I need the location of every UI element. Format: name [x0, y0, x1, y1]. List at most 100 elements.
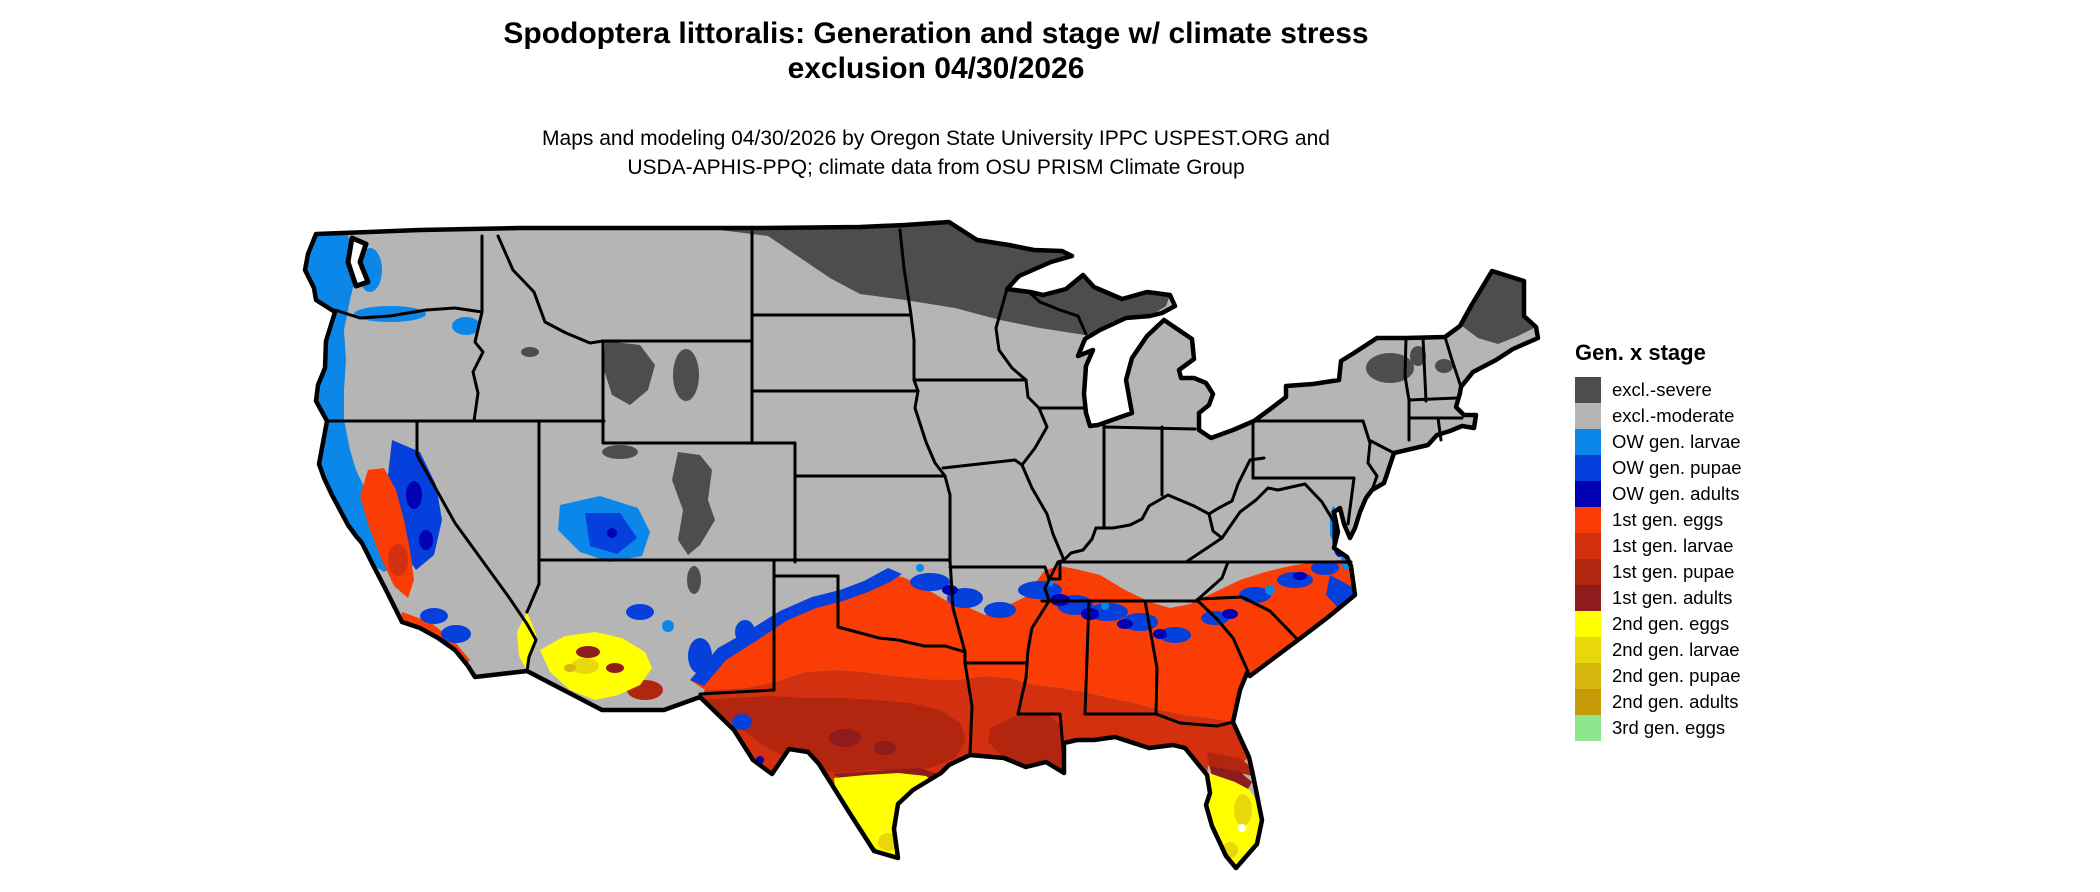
border-delaware-river [1361, 419, 1379, 492]
legend-swatch-1st-adults [1575, 585, 1601, 611]
border-wi-mi-up [1029, 292, 1088, 336]
legend-swatch-1st-pupae [1575, 559, 1601, 585]
region-ow-adults-fringe-1 [942, 585, 958, 595]
border-potomac [1276, 482, 1336, 547]
border-ny-vt [1403, 336, 1411, 402]
region-excl-severe-colorado-rockies [672, 452, 715, 555]
border-nm-tx-south [698, 688, 776, 696]
border-id-mt [496, 234, 605, 345]
region-excl-severe-sangre-de-cristo [687, 566, 701, 594]
region-ow-adults-sierra-2 [419, 530, 433, 550]
border-nv-ut-az [525, 419, 541, 614]
legend-title: Gen. x stage [1575, 340, 1706, 365]
region-ow-larvae-mogollon [662, 620, 674, 632]
subtitle-line-2: USDA-APHIS-PPQ; climate data from OSU PR… [627, 156, 1245, 179]
legend-swatch-2nd-pupae [1575, 663, 1601, 689]
region-2nd-larvae-florida-1 [1234, 794, 1252, 826]
legend-label-1st-larvae: 1st gen. larvae [1612, 535, 1734, 556]
border-al-ga [1143, 599, 1159, 716]
puget-sound [345, 235, 371, 289]
border-ia-mo [941, 458, 1024, 470]
region-ow-pupae-fringe-ar [984, 602, 1016, 618]
region-ow-larvae-fringe-speck-3 [1101, 602, 1109, 610]
region-ow-pupae-mogollon [626, 604, 654, 620]
legend-swatch-excl-moderate [1575, 403, 1601, 429]
border-ms-al [1083, 599, 1091, 716]
region-excl-severe-white-mtns [1435, 359, 1453, 373]
legend-swatch-ow-larvae [1575, 429, 1601, 455]
border-missouri-river [913, 389, 952, 497]
border-nh-me [1443, 335, 1463, 389]
state-boundaries [325, 228, 1464, 757]
legend-label-1st-adults: 1st gen. adults [1612, 587, 1733, 608]
border-nc-sc [1196, 595, 1300, 642]
legend-row-1st-pupae: 1st gen. pupae [1575, 559, 1742, 585]
region-2nd-adults-keys-1 [1223, 871, 1229, 877]
region-ow-pupae-nm-2 [735, 620, 755, 644]
legend-label-2nd-pupae: 2nd gen. pupae [1612, 665, 1741, 686]
border-ga-fl [1154, 712, 1235, 728]
region-excl-severe-bighorn [673, 349, 699, 401]
border-tx-ar-la [963, 650, 974, 757]
legend-label-2nd-eggs: 2nd gen. eggs [1612, 613, 1730, 634]
border-red-river [836, 625, 967, 654]
border-il-in [1094, 424, 1106, 530]
border-mississippi-lower [1016, 560, 1060, 716]
region-3rd-eggs-keys-2 [1255, 867, 1261, 868]
region-ow-pupae-socal-1 [420, 608, 448, 624]
legend-label-excl-severe: excl.-severe [1612, 379, 1712, 400]
border-ky-wv [1207, 512, 1224, 540]
legend-row-excl-severe: excl.-severe [1575, 377, 1742, 403]
legend-row-1st-larvae: 1st gen. larvae [1575, 533, 1742, 559]
region-2nd-larvae-yuma [571, 658, 599, 674]
border-mn-wi [994, 287, 1028, 382]
region-1st-adults-phoenix-1 [576, 646, 600, 658]
region-excl-severe-uinta [602, 445, 638, 459]
region-1st-larvae-valley-patch [388, 544, 408, 576]
region-2nd-pupae-yuma [564, 664, 576, 672]
region-ow-adults-fringe-5 [1153, 629, 1167, 639]
page-subtitle: Maps and modeling 04/30/2026 by Oregon S… [0, 124, 1872, 182]
legend-label-1st-pupae: 1st gen. pupae [1612, 561, 1735, 582]
legend-label-1st-eggs: 1st gen. eggs [1612, 509, 1724, 530]
legend-label-2nd-larvae: 2nd gen. larvae [1612, 639, 1740, 660]
border-ma-north [1407, 396, 1459, 402]
region-excl-severe-adirondacks [1366, 353, 1414, 383]
legend-row-2nd-eggs: 2nd gen. eggs [1575, 611, 1742, 637]
legend-label-ow-pupae: OW gen. pupae [1612, 457, 1742, 478]
region-2nd-eggs-colorado-river [517, 612, 536, 671]
border-ohio-river [1062, 456, 1266, 562]
legend-swatch-2nd-larvae [1575, 637, 1601, 663]
region-ow-larvae-columbia [354, 306, 426, 322]
legend-row-1st-eggs: 1st gen. eggs [1575, 507, 1742, 533]
region-ow-adults-sierra-1 [406, 481, 422, 509]
region-ow-pupae-fringe-ok1 [910, 573, 950, 591]
title-line-1: Spodoptera littoralis: Generation and st… [503, 17, 1369, 50]
border-ny-nj [1367, 438, 1396, 455]
region-ow-pupae-fringe-west [690, 568, 902, 686]
region-1st-adults-texas-patch1 [829, 729, 861, 747]
legend-swatch-2nd-eggs [1575, 611, 1601, 637]
region-ow-larvae-fringe-speck-4 [1265, 585, 1275, 595]
region-ow-pupae-davis-mtns [732, 714, 752, 730]
border-de-md [1346, 476, 1356, 526]
region-ow-larvae-fringe-speck-1 [916, 564, 924, 572]
region-ow-pupae-nm-1 [688, 638, 712, 674]
page-title: Spodoptera littoralis: Generation and st… [0, 16, 1872, 86]
region-excl-severe-montana-speck [521, 347, 539, 357]
subtitle-line-1: Maps and modeling 04/30/2026 by Oregon S… [542, 127, 1330, 150]
legend-row-ow-pupae: OW gen. pupae [1575, 455, 1742, 481]
region-1st-eggs-band [690, 560, 1355, 722]
border-vt-nh [1421, 336, 1428, 403]
legend-row-2nd-larvae: 2nd gen. larvae [1575, 637, 1742, 663]
region-ow-larvae-snake [452, 317, 480, 335]
legend-label-2nd-adults: 2nd gen. adults [1612, 691, 1739, 712]
legend-row-1st-adults: 1st gen. adults [1575, 585, 1742, 611]
legend-swatch-ow-adults [1575, 481, 1601, 507]
region-1st-eggs-channel-island-1 [416, 644, 424, 652]
border-ca-nv-az [415, 419, 538, 673]
legend-row-2nd-adults: 2nd gen. adults [1575, 689, 1742, 715]
region-excl-severe-green-mtns [1410, 346, 1426, 366]
legend-row-2nd-pupae: 2nd gen. pupae [1575, 663, 1742, 689]
